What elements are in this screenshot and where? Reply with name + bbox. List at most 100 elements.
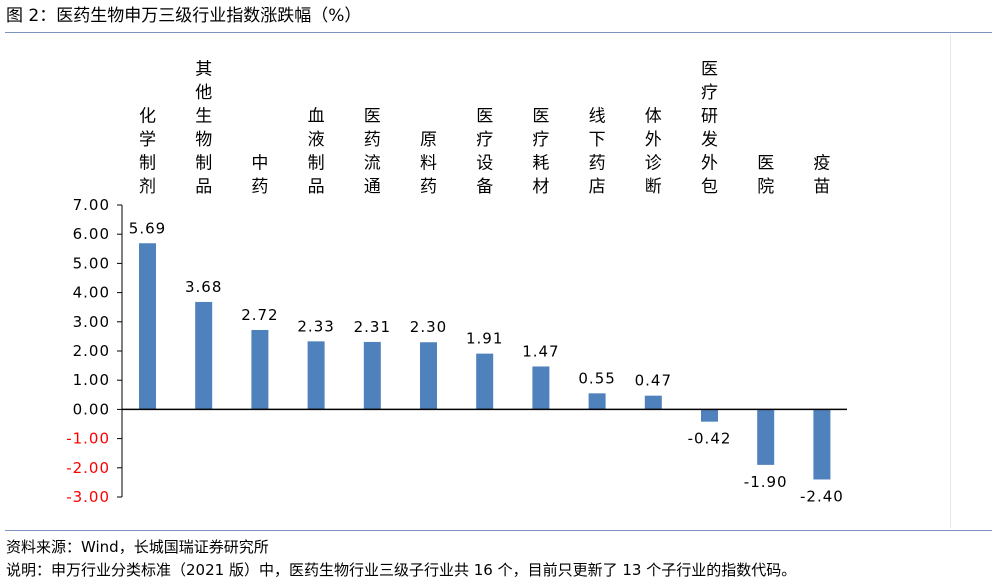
category-labels: 化学制剂其他生物制品中药血液制品医药流通原料药医疗设备医疗耗材线下药店体外诊断医… xyxy=(139,60,830,198)
category-label-char: 苗 xyxy=(813,177,830,197)
category-label-char: 发 xyxy=(701,130,718,150)
category-label: 其他生物制品 xyxy=(195,60,212,198)
category-label-char: 化 xyxy=(139,107,156,127)
bar-value-label: 2.30 xyxy=(410,318,447,336)
bar xyxy=(139,243,156,410)
category-label-char: 药 xyxy=(364,130,381,150)
y-tick-label: 2.00 xyxy=(73,342,110,360)
category-label-char: 诊 xyxy=(645,154,662,174)
y-tick-label: 5.00 xyxy=(73,254,110,272)
bar-value-label: -1.90 xyxy=(744,473,788,491)
bar xyxy=(644,395,662,410)
y-tick-label: 1.00 xyxy=(73,371,110,389)
y-tick-label: -2.00 xyxy=(66,459,110,477)
bar xyxy=(420,342,437,410)
y-tick-label: -3.00 xyxy=(66,488,110,506)
bar-value-label: -2.40 xyxy=(800,487,844,505)
category-label-char: 药 xyxy=(420,177,437,197)
bar-value-label: 1.47 xyxy=(522,342,559,360)
category-label: 中药 xyxy=(251,154,268,198)
bar-value-label: 2.72 xyxy=(241,306,278,324)
category-label-char: 医 xyxy=(476,107,493,127)
figure-title: 图 2：医药生物申万三级行业指数涨跌幅（%） xyxy=(6,6,362,26)
category-label-char: 药 xyxy=(251,177,268,197)
category-label: 化学制剂 xyxy=(139,107,156,198)
bar xyxy=(307,341,325,410)
category-label-char: 材 xyxy=(532,177,549,197)
bar xyxy=(757,409,775,465)
bar-value-label: 2.31 xyxy=(354,318,391,336)
category-label-char: 耗 xyxy=(532,154,549,174)
y-tick-label: 6.00 xyxy=(73,225,110,243)
category-label-char: 疫 xyxy=(813,154,830,174)
y-tick-label: -1.00 xyxy=(66,430,110,448)
category-label: 原料药 xyxy=(420,130,437,197)
category-label: 医药流通 xyxy=(364,107,381,198)
bar xyxy=(363,341,381,410)
bar xyxy=(588,393,606,410)
category-label-char: 中 xyxy=(251,154,268,174)
y-axis: 7.00 6.00 5.00 4.00 3.00 2.00 1.00 0.00 -1.00 -2.… xyxy=(66,196,123,506)
source-note: 资料来源：Wind，长城国瑞证券研究所 xyxy=(6,538,269,556)
category-label-char: 疗 xyxy=(532,130,549,150)
category-label-char: 院 xyxy=(757,177,774,197)
category-label: 医疗研发外包 xyxy=(701,60,718,198)
y-tick-label: 7.00 xyxy=(73,196,110,214)
category-label-char: 外 xyxy=(701,154,718,174)
category-label-char: 药 xyxy=(589,154,606,174)
category-label: 体外诊断 xyxy=(645,107,662,198)
bar xyxy=(532,366,550,410)
category-label-char: 医 xyxy=(364,107,381,127)
bar xyxy=(476,353,494,410)
bar-chart: 7.00 6.00 5.00 4.00 3.00 2.00 1.00 0.00 -1.00 -2.… xyxy=(66,60,847,506)
category-label-char: 品 xyxy=(308,177,325,197)
category-label-char: 备 xyxy=(476,177,493,197)
bar-value-label: 2.33 xyxy=(297,317,334,335)
category-label: 医疗耗材 xyxy=(532,107,549,198)
bar xyxy=(195,301,213,410)
category-label-char: 设 xyxy=(476,154,493,174)
category-label-char: 其 xyxy=(195,60,212,80)
category-label-char: 医 xyxy=(757,154,774,174)
category-label-char: 生 xyxy=(195,107,212,127)
category-label-char: 线 xyxy=(589,107,606,127)
category-label-char: 疗 xyxy=(701,83,718,103)
y-tick-label: 4.00 xyxy=(73,284,110,302)
bar xyxy=(701,409,718,422)
category-label-char: 疗 xyxy=(476,130,493,150)
category-label-char: 血 xyxy=(308,107,325,127)
category-label: 医疗设备 xyxy=(476,107,493,198)
bar-value-label: 1.91 xyxy=(466,330,503,348)
category-label: 血液制品 xyxy=(308,107,325,198)
category-label-char: 制 xyxy=(195,154,212,174)
bar-value-label: 0.47 xyxy=(635,372,672,390)
bar xyxy=(813,409,831,480)
category-label-char: 医 xyxy=(532,107,549,127)
category-label: 医院 xyxy=(757,154,774,198)
category-label-char: 下 xyxy=(589,130,606,150)
footer-rule xyxy=(5,530,992,531)
frame-right-line xyxy=(950,34,951,528)
category-label-char: 剂 xyxy=(139,177,156,197)
title-rule xyxy=(5,32,992,33)
category-label-char: 店 xyxy=(589,177,606,197)
bar-value-label: 5.69 xyxy=(129,219,166,237)
category-label-char: 体 xyxy=(645,107,662,127)
category-label-char: 品 xyxy=(195,177,212,197)
category-label-char: 物 xyxy=(195,130,212,150)
category-label: 疫苗 xyxy=(813,154,830,198)
bar-value-label: 3.68 xyxy=(185,278,222,296)
category-label-char: 学 xyxy=(139,130,156,150)
bar xyxy=(251,329,269,410)
bar-value-label: 0.55 xyxy=(578,369,615,387)
y-tick-label: 0.00 xyxy=(73,400,110,418)
category-label-char: 液 xyxy=(308,130,325,150)
bar-value-label: -0.42 xyxy=(688,430,732,448)
category-label-char: 原 xyxy=(420,130,437,150)
category-label-char: 通 xyxy=(364,177,381,197)
category-label-char: 研 xyxy=(701,107,718,127)
category-label: 线下药店 xyxy=(589,107,606,198)
footnote: 说明：申万行业分类标准（2021 版）中，医药生物行业三级子行业共 16 个，目… xyxy=(6,561,797,579)
value-labels: 5.69 3.68 2.72 2.33 2.31 2.30 1.91 1.47 0.55 0.47… xyxy=(129,219,844,505)
y-tick-label: 3.00 xyxy=(73,313,110,331)
